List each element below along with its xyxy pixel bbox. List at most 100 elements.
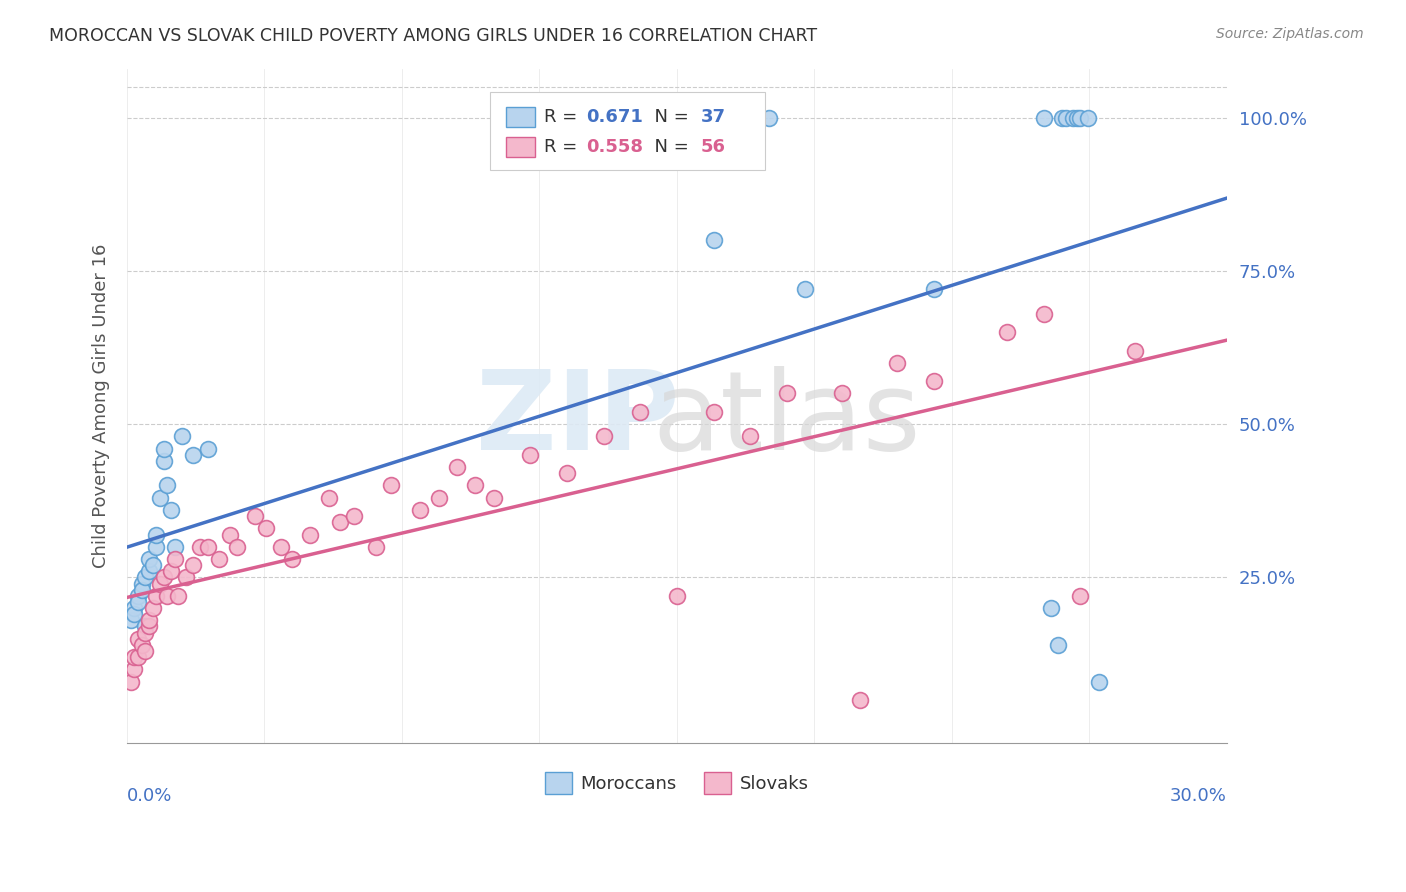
Point <box>120 674 142 689</box>
Point <box>160 503 183 517</box>
Point <box>124 601 146 615</box>
Point <box>703 405 725 419</box>
Point <box>628 405 651 419</box>
Point <box>197 442 219 456</box>
Legend: Moroccans, Slovaks: Moroccans, Slovaks <box>537 765 817 801</box>
Point <box>149 491 172 505</box>
Point <box>482 491 505 505</box>
Point <box>152 454 174 468</box>
Point <box>181 448 204 462</box>
Point <box>831 386 853 401</box>
Point <box>758 111 780 125</box>
Text: ZIP: ZIP <box>477 366 679 473</box>
Point <box>922 374 945 388</box>
Text: N =: N = <box>643 108 695 126</box>
Point <box>131 638 153 652</box>
Point <box>343 509 366 524</box>
Point <box>134 619 156 633</box>
FancyBboxPatch shape <box>489 92 765 169</box>
Text: 30.0%: 30.0% <box>1170 787 1227 805</box>
Point <box>131 582 153 597</box>
Point <box>138 613 160 627</box>
Point <box>226 540 249 554</box>
Point <box>776 386 799 401</box>
Text: 37: 37 <box>702 108 725 126</box>
Point <box>167 589 190 603</box>
Point <box>156 478 179 492</box>
Point <box>318 491 340 505</box>
Point <box>127 595 149 609</box>
Text: R =: R = <box>544 108 583 126</box>
Point <box>142 601 165 615</box>
Point <box>464 478 486 492</box>
Point <box>120 613 142 627</box>
Point <box>124 650 146 665</box>
Point <box>127 650 149 665</box>
Point <box>1032 111 1054 125</box>
Point <box>281 552 304 566</box>
Point <box>149 576 172 591</box>
Point <box>197 540 219 554</box>
Point <box>138 552 160 566</box>
Point <box>922 282 945 296</box>
Point <box>134 625 156 640</box>
Point <box>145 589 167 603</box>
Point <box>1050 111 1073 125</box>
Point <box>329 515 352 529</box>
Point <box>156 589 179 603</box>
Point <box>152 570 174 584</box>
Text: atlas: atlas <box>652 366 921 473</box>
Text: 56: 56 <box>702 137 725 156</box>
Point <box>446 460 468 475</box>
Point <box>1076 111 1098 125</box>
Point <box>163 540 186 554</box>
Point <box>849 693 872 707</box>
Point <box>665 589 688 603</box>
Text: R =: R = <box>544 137 583 156</box>
Point <box>134 644 156 658</box>
Point <box>163 552 186 566</box>
Point <box>366 540 388 554</box>
Point <box>254 521 277 535</box>
Point <box>1054 111 1077 125</box>
Point <box>299 527 322 541</box>
Point <box>592 429 614 443</box>
Text: MOROCCAN VS SLOVAK CHILD POVERTY AMONG GIRLS UNDER 16 CORRELATION CHART: MOROCCAN VS SLOVAK CHILD POVERTY AMONG G… <box>49 27 817 45</box>
Point <box>519 448 541 462</box>
Point <box>145 540 167 554</box>
Point <box>142 558 165 573</box>
Point <box>1087 674 1109 689</box>
Point <box>1062 111 1084 125</box>
Point <box>131 576 153 591</box>
Bar <box>506 107 536 128</box>
Point <box>995 325 1018 339</box>
Point <box>380 478 402 492</box>
Point <box>188 540 211 554</box>
Point <box>1069 111 1091 125</box>
Point <box>270 540 292 554</box>
Point <box>1123 343 1146 358</box>
Text: Source: ZipAtlas.com: Source: ZipAtlas.com <box>1216 27 1364 41</box>
Point <box>181 558 204 573</box>
Text: 0.671: 0.671 <box>586 108 643 126</box>
Text: 0.558: 0.558 <box>586 137 643 156</box>
Point <box>886 356 908 370</box>
Point <box>555 466 578 480</box>
Point <box>740 429 762 443</box>
Point <box>409 503 432 517</box>
Text: N =: N = <box>643 137 695 156</box>
Point <box>1069 589 1091 603</box>
Point <box>218 527 240 541</box>
Point <box>152 442 174 456</box>
Bar <box>506 136 536 157</box>
Text: 0.0%: 0.0% <box>127 787 173 805</box>
Point <box>245 509 267 524</box>
Point <box>138 564 160 578</box>
Point <box>124 662 146 676</box>
Y-axis label: Child Poverty Among Girls Under 16: Child Poverty Among Girls Under 16 <box>93 244 110 568</box>
Point <box>174 570 197 584</box>
Point <box>127 589 149 603</box>
Point <box>170 429 193 443</box>
Point <box>127 632 149 646</box>
Point <box>1066 111 1088 125</box>
